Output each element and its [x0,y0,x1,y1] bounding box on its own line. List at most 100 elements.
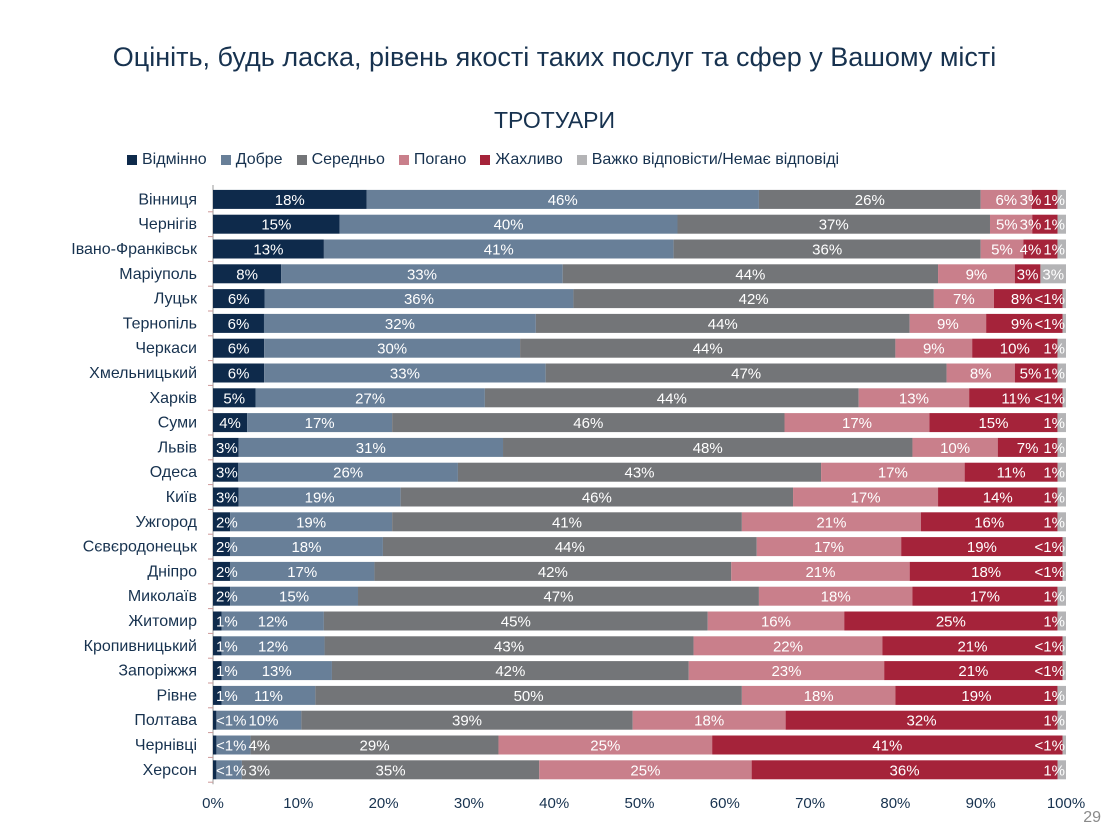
data-label: 3% [1017,266,1039,283]
data-label: 15% [978,415,1008,432]
data-label: 17% [878,465,908,482]
category-label: Суми [158,415,197,432]
data-label: 32% [907,713,937,730]
data-label: 18% [804,688,834,705]
data-label: 30% [377,341,407,358]
category-label: Київ [166,489,197,506]
data-label: 36% [812,242,842,259]
category-label: Полтава [134,712,197,729]
bar-segment [457,462,822,482]
data-label: 15% [279,589,309,606]
data-label: 17% [842,415,872,432]
bar-segment [1062,636,1066,656]
x-tick-label: 30% [454,795,484,812]
category-label: Луцьк [154,291,198,308]
data-label: 6% [228,341,250,358]
data-label: 37% [819,217,849,234]
bar-segment [1057,413,1066,433]
x-tick-label: 50% [624,795,654,812]
bar-segment [216,760,242,780]
data-label: 41% [484,242,514,259]
data-label: 7% [953,291,975,308]
bar-segment [1062,313,1066,333]
bar-segment [909,561,1063,581]
legend-label: Відмінно [142,151,207,168]
data-label: 46% [573,415,603,432]
bar-segment [741,512,921,532]
data-label: 17% [814,539,844,556]
data-label: 9% [937,316,959,333]
bar-segment [1062,388,1066,408]
bar-segment [938,264,1015,284]
bar-segment [323,239,674,259]
category-label: Івано-Франківськ [71,241,198,258]
data-label: 42% [538,564,568,581]
bar-segment [366,189,759,209]
bar-segment [264,363,546,383]
x-tick-label: 20% [369,795,399,812]
data-label: <1% [1035,738,1065,755]
legend-swatch [480,155,491,165]
bar-segment [751,760,1058,780]
bar-segment [213,388,256,408]
bar-segment [1014,363,1058,383]
bar-segment [374,561,732,581]
data-label: 1% [1043,341,1065,358]
data-label: 1% [1043,440,1065,457]
bar-segment [858,388,970,408]
bar-segment [216,710,302,730]
bar-segment [213,661,222,681]
data-label: 1% [1043,762,1065,779]
data-label: 41% [552,514,582,531]
bar-segment [793,487,939,507]
data-label: 1% [216,614,238,631]
bar-segment [1023,239,1058,259]
data-label: 19% [961,688,991,705]
bar-segment [247,413,393,433]
legend-item: Добре [220,151,283,169]
data-label: 21% [958,663,988,680]
bar-segment [707,611,845,631]
data-label: 5% [223,390,245,407]
bar-segment [535,313,910,333]
category-label: Житомир [128,613,197,630]
legend-swatch [220,155,231,165]
data-label: 17% [970,589,1000,606]
bar-segment [331,661,689,681]
bar-segment [238,437,504,457]
bar-segment [673,239,981,259]
category-label: Миколаїв [128,588,197,605]
data-label: 47% [543,589,573,606]
data-label: 18% [275,192,305,209]
bar-segment [221,611,324,631]
bar-segment [358,586,759,606]
bar-segment [213,413,248,433]
data-label: <1% [1035,390,1065,407]
data-label: 44% [555,539,585,556]
data-label: 42% [495,663,525,680]
bar-segment [912,586,1058,606]
bar-segment [400,487,794,507]
data-label: 7% [1017,440,1039,457]
data-label: 3% [216,465,238,482]
data-label: 43% [494,638,524,655]
bar-segment [323,611,708,631]
data-label: 4% [1020,242,1042,259]
bar-segment [315,685,742,705]
data-label: 10% [248,713,278,730]
category-label: Рівне [157,687,198,704]
data-label: 41% [872,738,902,755]
bar-segment [1057,239,1066,259]
data-label: 17% [851,490,881,507]
data-label: 12% [258,638,288,655]
data-label: 13% [262,663,292,680]
category-label: Кропивницький [84,638,197,655]
bar-segment [986,313,1063,333]
bar-segment [938,487,1058,507]
data-label: 1% [1043,366,1065,383]
bar-segment [993,289,1063,309]
bar-segment [213,313,264,333]
bar-segment [213,437,239,457]
data-label: 18% [821,589,851,606]
